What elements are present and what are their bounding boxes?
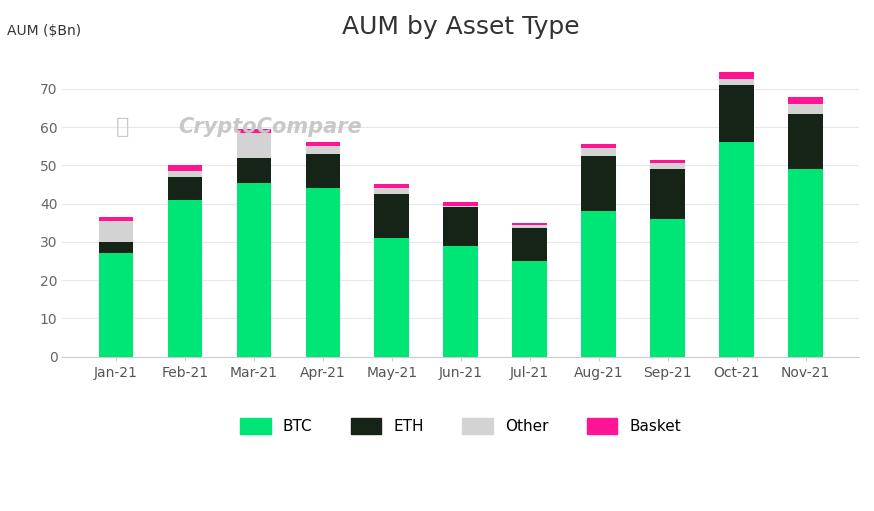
Text: Ⓜ: Ⓜ [115, 117, 128, 137]
Bar [650, 169, 685, 219]
Bar [512, 228, 547, 261]
Bar [168, 166, 202, 171]
Bar [168, 200, 202, 357]
Bar [443, 202, 478, 205]
Bar [306, 146, 340, 154]
Bar [306, 154, 340, 189]
Bar [443, 205, 478, 207]
Bar [99, 253, 133, 357]
Text: AUM ($Bn): AUM ($Bn) [7, 25, 80, 38]
Bar [788, 169, 822, 357]
Bar [650, 159, 685, 164]
Bar [168, 177, 202, 200]
Bar [99, 217, 133, 221]
Bar [788, 104, 822, 114]
Bar [581, 156, 616, 211]
Bar [512, 223, 547, 225]
Bar [650, 219, 685, 357]
Bar [374, 194, 409, 238]
Bar [374, 238, 409, 357]
Bar [374, 184, 409, 189]
Text: CryptoCompare: CryptoCompare [178, 117, 362, 137]
Bar [374, 189, 409, 194]
Bar [237, 129, 271, 133]
Bar [306, 143, 340, 146]
Bar [443, 246, 478, 357]
Bar [99, 221, 133, 242]
Bar [719, 85, 753, 143]
Bar [306, 189, 340, 357]
Bar [237, 133, 271, 158]
Bar [719, 72, 753, 79]
Bar [237, 158, 271, 182]
Title: AUM by Asset Type: AUM by Asset Type [342, 15, 579, 39]
Bar [512, 261, 547, 357]
Bar [581, 148, 616, 156]
Bar [719, 143, 753, 357]
Bar [719, 79, 753, 85]
Bar [650, 164, 685, 169]
Bar [512, 225, 547, 228]
Bar [237, 182, 271, 357]
Bar [168, 171, 202, 177]
Legend: BTC, ETH, Other, Basket: BTC, ETH, Other, Basket [232, 410, 689, 442]
Bar [443, 207, 478, 246]
Bar [99, 242, 133, 253]
Bar [788, 97, 822, 104]
Bar [788, 114, 822, 169]
Bar [581, 211, 616, 357]
Bar [581, 144, 616, 148]
